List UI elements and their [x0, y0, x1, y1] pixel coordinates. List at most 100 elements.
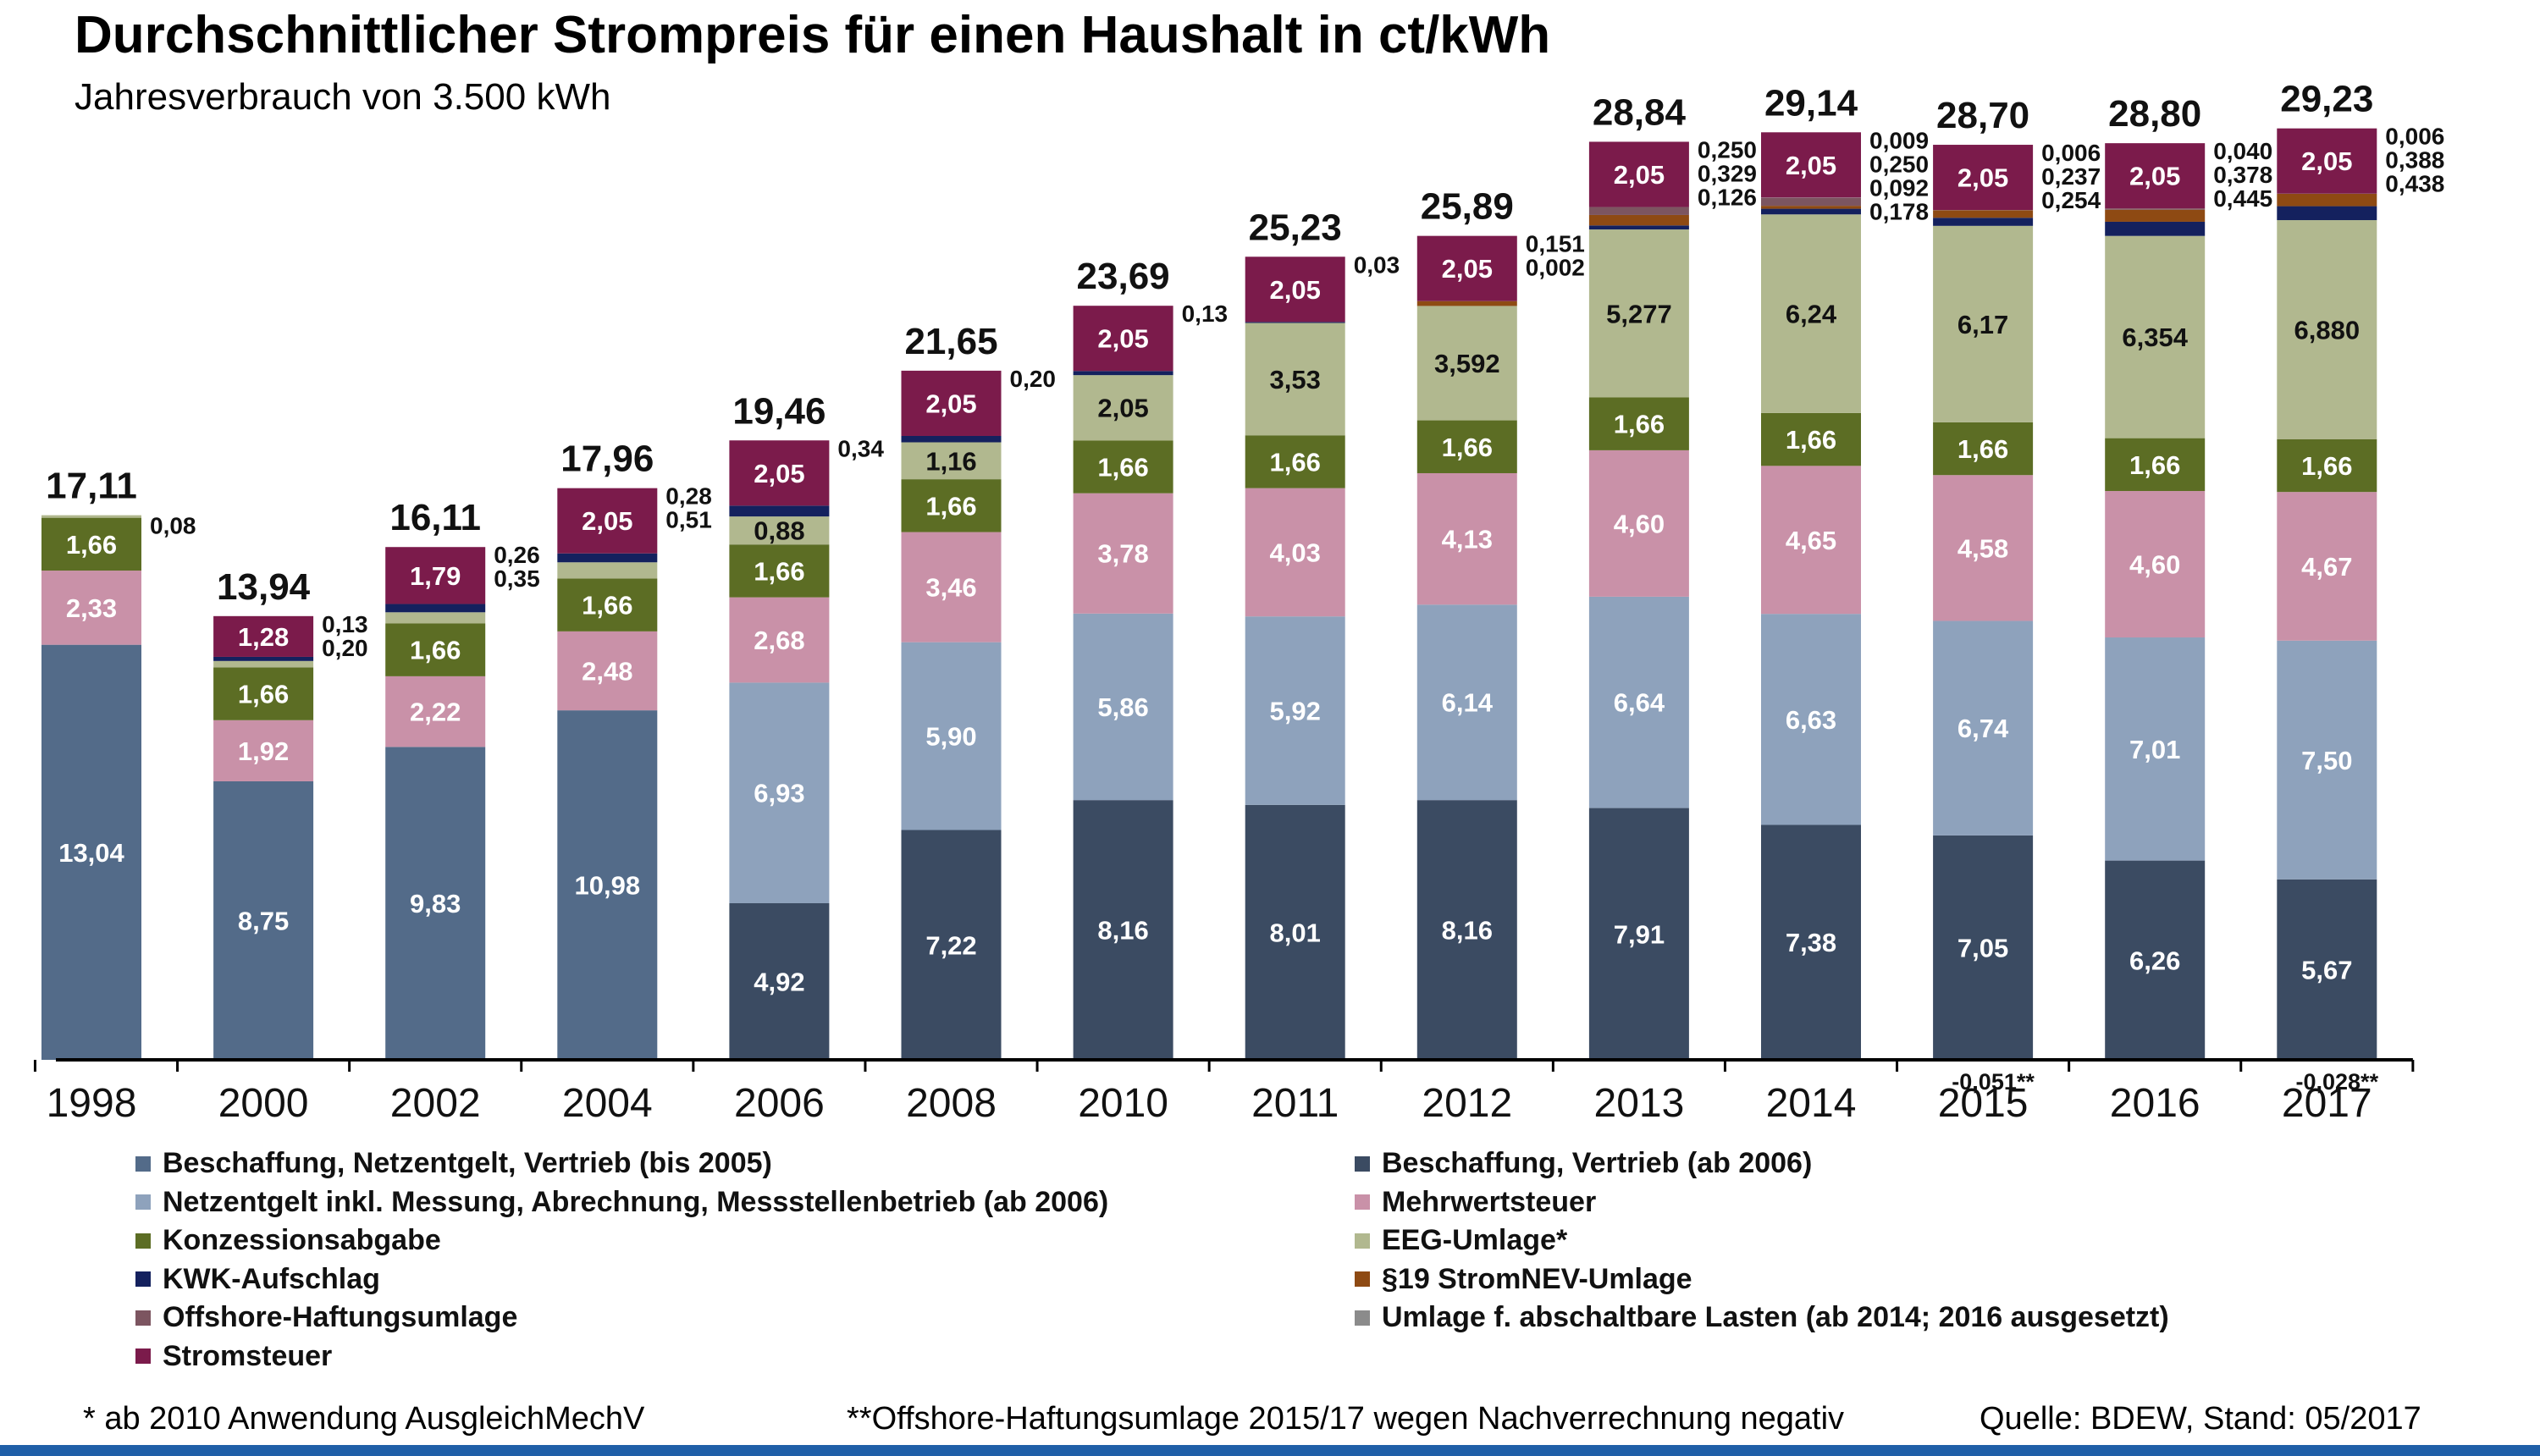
legend-swatch [1355, 1194, 1370, 1211]
bar-segment-beschaffung-2010 [1073, 800, 1173, 1060]
bar-total-label: 17,11 [46, 466, 137, 507]
bar-segment-konz-2012 [1416, 420, 1517, 473]
small-component-label: 0,20 [1010, 366, 1057, 392]
bar-segment-steuer-2016 [2105, 143, 2206, 209]
segment-value-label: 3,592 [1434, 349, 1500, 378]
legend-label: §19 StromNEV-Umlage [1382, 1262, 1692, 1295]
bar-segment-konz-1998 [41, 517, 141, 571]
segment-value-label: 9,83 [410, 889, 461, 918]
legend-item: Offshore-Haftungsumlage [135, 1299, 1355, 1337]
bar-segment-konz-2002 [385, 623, 486, 676]
bar-segment-eeg-2012 [1416, 306, 1517, 421]
segment-value-label: 5,277 [1606, 299, 1672, 328]
legend-swatch [1355, 1271, 1370, 1288]
bar-segment-konz-2015 [1933, 422, 2034, 476]
segment-value-label: 2,48 [582, 656, 632, 686]
bar-segment-nev-2012 [1416, 301, 1517, 306]
bar-segment-kwk-2006 [729, 505, 830, 517]
bar-segment-mwst-2012 [1416, 472, 1517, 605]
segment-value-label: 1,66 [410, 636, 461, 665]
small-component-label: 0,151 [1526, 231, 1585, 257]
bar-segment-konz-2017 [2277, 438, 2377, 493]
segment-value-label: 6,64 [1614, 688, 1665, 718]
bar-segment-mwst-2013 [1588, 449, 1689, 597]
bar-segment-beschaffung-2011 [1245, 804, 1345, 1060]
segment-value-label: 0,88 [754, 516, 804, 546]
legend-label: Konzessionsabgabe [163, 1224, 441, 1257]
legend-swatch [135, 1233, 151, 1249]
bar-segment-kwk-2016 [2105, 221, 2206, 236]
bar-segment-konz-2011 [1245, 435, 1345, 488]
footnote-offshore: **Offshore-Haftungsumlage 2015/17 wegen … [847, 1401, 1845, 1437]
legend-swatch [135, 1271, 151, 1288]
small-component-label: 0,006 [2041, 140, 2101, 166]
segment-value-label: 5,92 [1270, 696, 1321, 725]
bar-segment-netz-2017 [2277, 640, 2377, 880]
x-tick-label: 2006 [734, 1081, 825, 1126]
legend-label: Stromsteuer [163, 1339, 333, 1372]
small-component-label: 0,250 [1698, 136, 1757, 163]
segment-value-label: 2,22 [410, 698, 461, 727]
bar-segment-mwst-2014 [1761, 466, 1861, 615]
bar-segment-eeg-2013 [1588, 229, 1689, 398]
segment-value-label: 1,66 [1614, 410, 1665, 439]
bar-segment-kwk-2010 [1073, 371, 1173, 376]
segment-value-label: 10,98 [575, 871, 641, 901]
legend-swatch [1355, 1155, 1370, 1172]
bar-total-label: 28,84 [1593, 91, 1687, 133]
segment-value-label: 6,354 [2122, 323, 2188, 352]
bar-segment-eeg-2000 [213, 660, 314, 668]
segment-value-label: 1,66 [1270, 447, 1321, 477]
small-component-label: 0,237 [2041, 163, 2101, 190]
bar-segment-steuer-2017 [2277, 128, 2377, 194]
bottom-accent-bar [0, 1445, 2540, 1456]
segment-value-label: 7,38 [1786, 928, 1836, 957]
legend-item: KWK-Aufschlag [135, 1260, 1355, 1299]
legend-label: Netzentgelt inkl. Messung, Abrechnung, M… [163, 1185, 1109, 1218]
legend-item: Beschaffung, Vertrieb (ab 2006) [1355, 1144, 2506, 1183]
bar-segment-steuer-2006 [729, 440, 830, 506]
segment-value-label: 2,05 [1097, 324, 1148, 354]
small-component-label: 0,254 [2041, 187, 2101, 213]
bar-segment-nev-2014 [1761, 206, 1861, 209]
bar-segment-konz-2016 [2105, 438, 2206, 492]
bar-segment-kwk-2004 [557, 553, 658, 563]
bar-segment-alt-2004 [557, 710, 658, 1060]
bar-segment-eeg-2002 [385, 612, 486, 624]
segment-value-label: 5,90 [925, 722, 976, 752]
segment-value-label: 1,79 [410, 561, 461, 591]
segment-value-label: 2,05 [2129, 162, 2180, 191]
segment-value-label: 1,66 [582, 591, 632, 620]
segment-value-label: 2,05 [925, 389, 976, 418]
small-component-label: 0,126 [1698, 184, 1757, 210]
legend-item: EEG-Umlage* [1355, 1222, 2506, 1260]
small-component-label: 0,35 [494, 565, 540, 592]
bar-segment-steuer-2015 [1933, 145, 2034, 211]
bar-segment-netz-2006 [729, 682, 830, 903]
bar-segment-eeg-2014 [1761, 214, 1861, 413]
small-component-label: 0,329 [1698, 160, 1757, 186]
segment-value-label: 1,66 [1442, 433, 1493, 462]
bar-segment-steuer-2004 [557, 488, 658, 554]
segment-value-label: 1,66 [925, 491, 976, 521]
bar-segment-beschaffung-2013 [1588, 808, 1689, 1060]
segment-value-label: 7,50 [2301, 746, 2352, 775]
bar-segment-alt-1998 [41, 644, 141, 1060]
bar-segment-offshore-2013 [1588, 207, 1689, 215]
small-component-label: 0,378 [2213, 162, 2272, 188]
x-tick-label: 2013 [1594, 1081, 1685, 1126]
x-tick-label: 2014 [1766, 1081, 1857, 1126]
bar-segment-eeg-2016 [2105, 235, 2206, 438]
legend-item: Stromsteuer [135, 1337, 1355, 1376]
small-component-label: 0,08 [150, 513, 196, 539]
segment-value-label: 4,92 [754, 967, 804, 996]
bar-segment-eeg-2015 [1933, 225, 2034, 422]
small-component-label: 0,250 [1869, 151, 1929, 177]
segment-value-label: 1,66 [66, 530, 117, 560]
bar-segment-eeg-1998 [41, 515, 141, 518]
segment-value-label: 1,16 [925, 446, 976, 476]
legend-label: Umlage f. abschaltbare Lasten (ab 2014; … [1382, 1301, 2169, 1334]
small-component-label: 0,51 [665, 507, 712, 533]
bar-segment-kwk-2014 [1761, 208, 1861, 215]
segment-value-label: 6,17 [1957, 310, 2008, 339]
